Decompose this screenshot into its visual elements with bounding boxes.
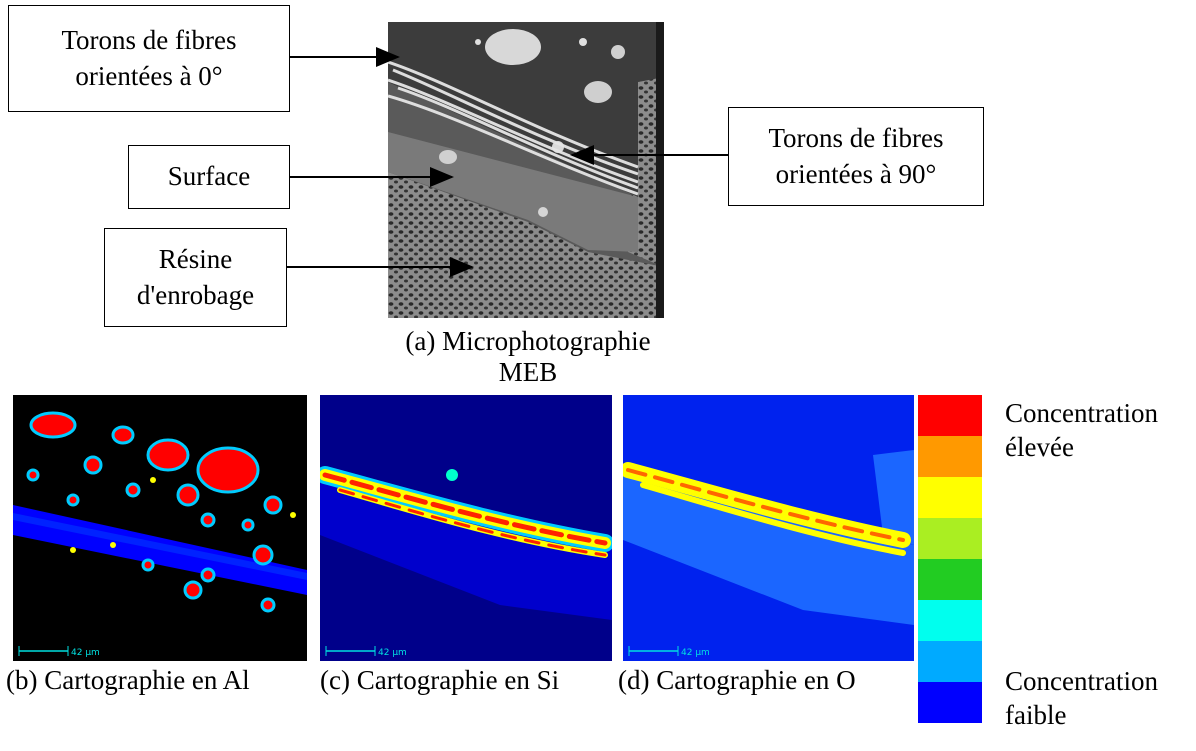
scale-bar-label-b: 42 µm [71,648,100,658]
legend-low-label: Concentration faible [1005,666,1158,730]
map-o: 42 µm [623,395,914,661]
caption-c: (c) Cartographie en Si [320,665,560,695]
legend-swatch-0 [918,395,982,436]
scale-bar-label-d: 42 µm [681,648,710,658]
legend-swatch-6 [918,641,982,682]
scale-bar-label-c: 42 µm [378,648,407,658]
legend-swatch-1 [918,436,982,477]
legend-swatch-2 [918,477,982,518]
label-surface: Surface [128,145,290,209]
legend-high-label: Concentration élevée [1005,398,1158,462]
map-al: 42 µm [13,395,307,661]
caption-a: (a) Microphotographie MEB [383,326,673,388]
map-si: 42 µm [320,395,612,661]
legend-swatch-5 [918,600,982,641]
label-fibres-0: Torons de fibres orientées à 0° [8,5,290,112]
label-fibres-90: Torons de fibres orientées à 90° [728,107,984,206]
legend-swatch-3 [918,518,982,559]
legend-swatch-4 [918,559,982,600]
caption-a-line1: (a) Microphotographie [405,326,651,356]
label-resine: Résine d'enrobage [104,228,287,327]
legend-swatch-7 [918,682,982,723]
caption-b: (b) Cartographie en Al [6,665,250,695]
sem-micrograph [388,22,664,318]
caption-d: (d) Cartographie en O [618,665,856,695]
caption-a-line2: MEB [498,357,558,388]
